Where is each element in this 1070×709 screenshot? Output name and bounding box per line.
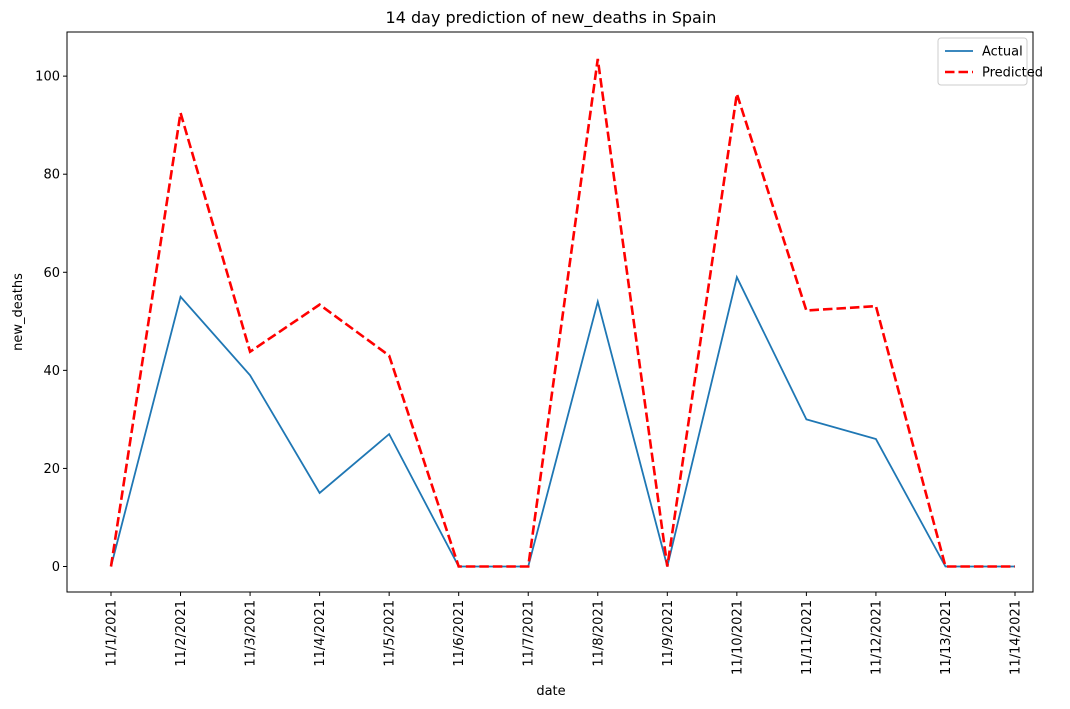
x-tick-label: 11/8/2021 bbox=[591, 600, 606, 667]
x-tick-label: 11/11/2021 bbox=[800, 600, 815, 675]
plot-area bbox=[66, 31, 1034, 593]
y-tick-label: 40 bbox=[43, 364, 60, 379]
x-axis-label: date bbox=[536, 684, 565, 699]
x-tick-label: 11/12/2021 bbox=[869, 600, 884, 675]
x-tick-label: 11/1/2021 bbox=[105, 600, 120, 667]
y-tick-label: 20 bbox=[43, 462, 60, 477]
y-tick-label: 100 bbox=[35, 70, 60, 85]
y-axis-label: new_deaths bbox=[11, 273, 26, 351]
x-tick-label: 11/3/2021 bbox=[244, 600, 259, 667]
x-tick-label: 11/6/2021 bbox=[452, 600, 467, 667]
x-tick-label: 11/9/2021 bbox=[661, 600, 676, 667]
chart-title: 14 day prediction of new_deaths in Spain bbox=[386, 8, 717, 28]
x-tick-label: 11/5/2021 bbox=[383, 600, 398, 667]
x-tick-label: 11/10/2021 bbox=[730, 600, 745, 675]
legend-label-actual: Actual bbox=[982, 45, 1023, 60]
y-tick-label: 60 bbox=[43, 266, 60, 281]
legend: Actual Predicted bbox=[937, 37, 1043, 86]
series-lines bbox=[109, 58, 1015, 568]
legend-label-predicted: Predicted bbox=[982, 66, 1043, 81]
x-tick-label: 11/14/2021 bbox=[1009, 600, 1024, 675]
plot-frame bbox=[66, 31, 1034, 593]
x-tick-label: 11/7/2021 bbox=[522, 600, 537, 667]
series-line-actual bbox=[110, 274, 1015, 568]
y-axis: 0 20 40 60 80 100 bbox=[35, 70, 67, 575]
x-tick-label: 11/13/2021 bbox=[939, 600, 954, 675]
series-line-predicted bbox=[109, 58, 1015, 568]
y-tick-label: 80 bbox=[43, 168, 60, 183]
x-axis: 11/1/2021 11/2/2021 11/3/2021 11/4/2021 11/5… bbox=[105, 592, 1024, 675]
x-tick-label: 11/2/2021 bbox=[174, 600, 189, 667]
y-tick-label: 0 bbox=[52, 560, 60, 575]
x-tick-label: 11/4/2021 bbox=[313, 600, 328, 667]
